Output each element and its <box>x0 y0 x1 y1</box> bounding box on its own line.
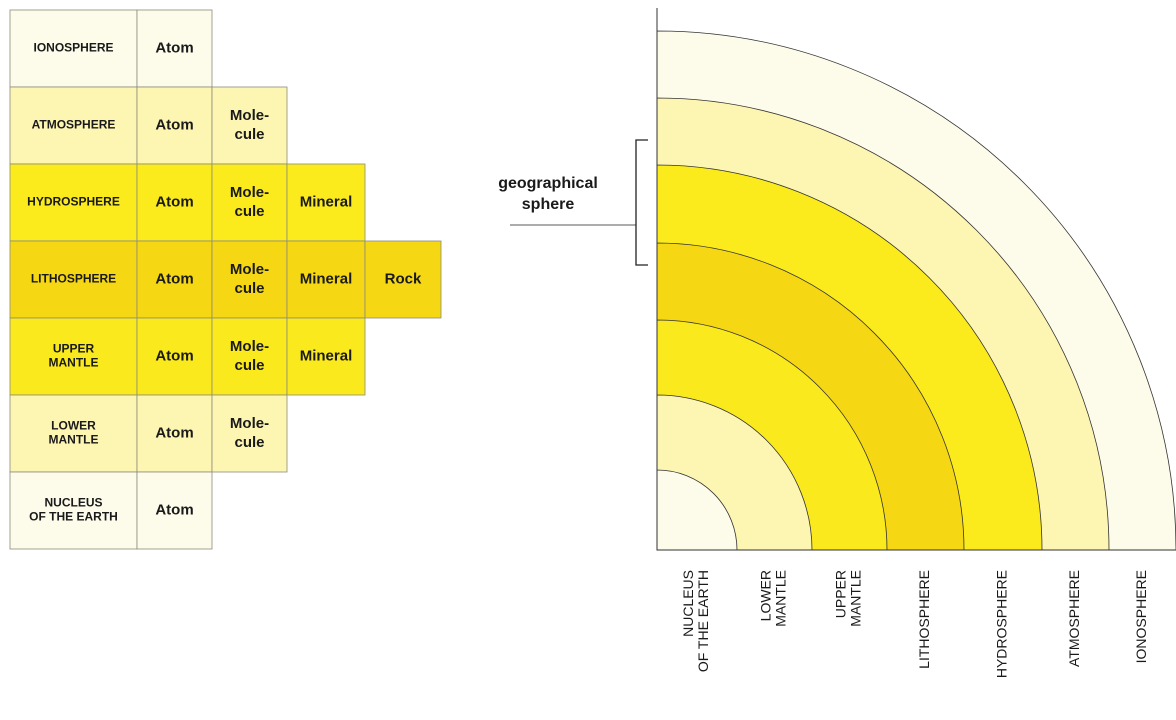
bracket-label: sphere <box>522 196 575 213</box>
sphere-label: LOWER <box>51 419 96 433</box>
sphere-label: NUCLEUS <box>44 496 102 510</box>
ring-label: ATMOSPHERE <box>1066 570 1082 667</box>
sphere-label: ATMOSPHERE <box>32 118 116 132</box>
sphere-label: UPPER <box>53 342 95 356</box>
bracket <box>636 140 648 265</box>
component-label: cule <box>234 357 264 374</box>
component-label: Atom <box>155 270 193 287</box>
component-label: Mole- <box>230 415 269 432</box>
component-label: Mineral <box>300 270 353 287</box>
component-label: Atom <box>155 39 193 56</box>
component-label: Atom <box>155 193 193 210</box>
component-label: cule <box>234 203 264 220</box>
ring-label: IONOSPHERE <box>1133 570 1149 663</box>
ring-label: NUCLEUS <box>680 570 696 637</box>
ring-label: MANTLE <box>848 570 864 627</box>
component-label: Rock <box>385 270 422 287</box>
ring-label: MANTLE <box>773 570 789 627</box>
component-label: cule <box>234 126 264 143</box>
component-label: Atom <box>155 116 193 133</box>
sphere-table: IONOSPHERE Atom ATMOSPHERE Atom Mole-cule HYD… <box>10 10 441 549</box>
sphere-label: MANTLE <box>49 356 99 370</box>
component-label: cule <box>234 434 264 451</box>
ring-label: OF THE EARTH <box>695 570 711 672</box>
ring-label: LITHOSPHERE <box>916 570 932 669</box>
page: IONOSPHERE Atom ATMOSPHERE Atom Mole-cule HYD… <box>0 0 1176 720</box>
component-label: Mineral <box>300 193 353 210</box>
component-label: Mole- <box>230 107 269 124</box>
ring-label: LOWER <box>758 570 774 621</box>
sphere-label: OF THE EARTH <box>29 510 118 524</box>
ring-label: HYDROSPHERE <box>994 570 1010 678</box>
bracket-label: geographical <box>498 175 598 192</box>
component-label: Mole- <box>230 184 269 201</box>
sphere-label: HYDROSPHERE <box>27 195 120 209</box>
component-label: Mineral <box>300 347 353 364</box>
sphere-label: IONOSPHERE <box>33 41 113 55</box>
sphere-label: MANTLE <box>49 433 99 447</box>
sphere-label: LITHOSPHERE <box>31 272 116 286</box>
ring-label: UPPER <box>833 570 849 618</box>
component-label: cule <box>234 280 264 297</box>
component-label: Mole- <box>230 261 269 278</box>
component-label: Atom <box>155 501 193 518</box>
component-label: Atom <box>155 347 193 364</box>
component-label: Mole- <box>230 338 269 355</box>
component-label: Atom <box>155 424 193 441</box>
